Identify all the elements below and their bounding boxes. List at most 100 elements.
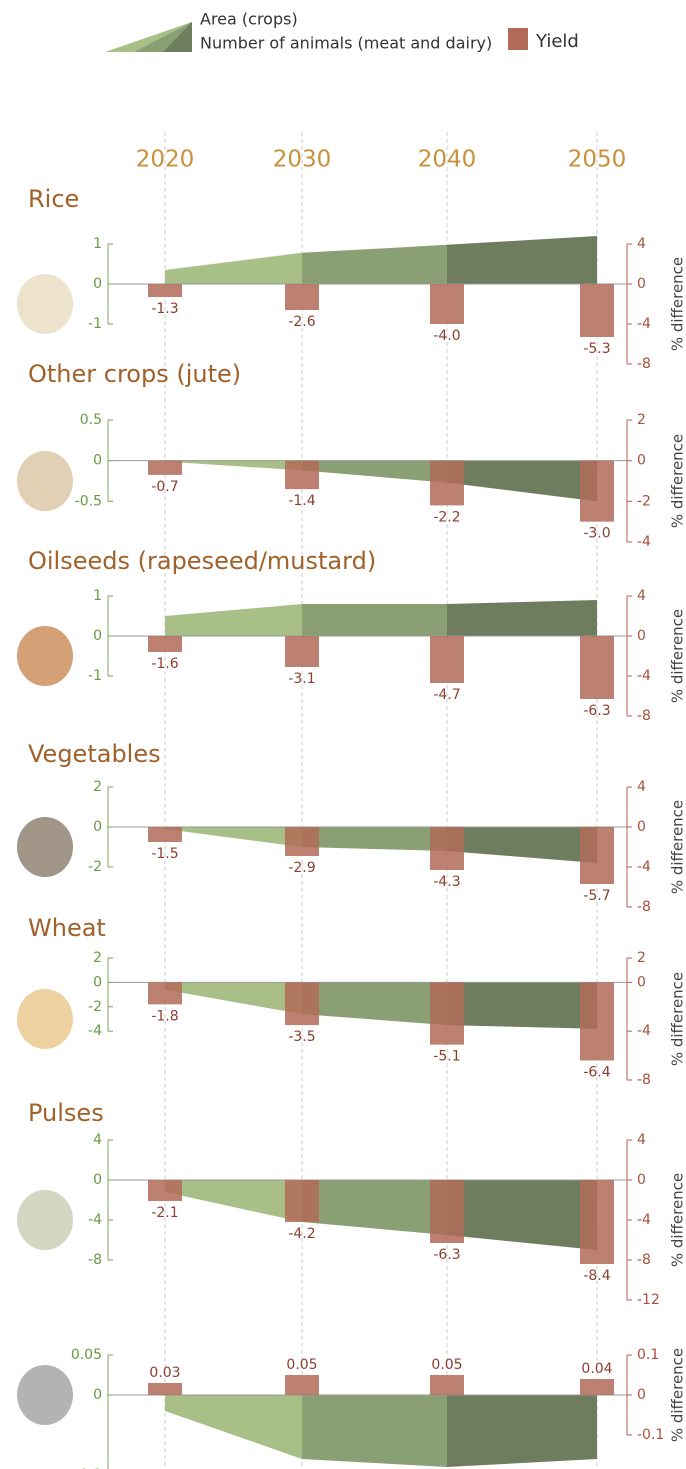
value-label: -0.7 (151, 479, 178, 495)
area-segment (302, 827, 447, 851)
yield-bar (580, 461, 614, 522)
value-label: -1.4 (288, 493, 315, 509)
yield-bar (148, 461, 182, 475)
area-segment (302, 1395, 447, 1467)
left-tick-label: 0 (93, 276, 102, 292)
area-segment (165, 604, 302, 636)
year-label: 2040 (418, 147, 477, 173)
area-segment (165, 1180, 302, 1222)
left-tick-label: 0 (93, 819, 102, 835)
left-tick-label: -0.5 (75, 493, 102, 509)
yield-bar (148, 1180, 182, 1201)
value-label: -4.7 (433, 687, 460, 703)
area-segment (165, 1395, 302, 1459)
right-tick-label: -8 (637, 356, 651, 372)
left-tick-label: 0 (93, 974, 102, 990)
right-tick-label: -4 (637, 1212, 651, 1228)
right-tick-label: 4 (637, 779, 646, 795)
yield-bar (580, 284, 614, 337)
left-tick-label: 2 (93, 779, 102, 795)
area-segment (447, 982, 597, 1028)
yield-bar (148, 636, 182, 652)
left-tick-label: 0 (93, 1387, 102, 1403)
value-label: 0.05 (286, 1357, 317, 1373)
value-label: -5.3 (583, 341, 610, 357)
icon (17, 451, 73, 511)
year-label: 2020 (136, 147, 195, 173)
right-tick-label: -4 (637, 859, 651, 875)
yield-bar (285, 636, 319, 667)
yield-bar (580, 1180, 614, 1264)
value-label: -1.5 (151, 846, 178, 862)
yield-bar (430, 827, 464, 870)
chart: Area (crops)Number of animals (meat and … (0, 0, 686, 1469)
left-tick-label: 2 (93, 950, 102, 966)
right-tick-label: 4 (637, 236, 646, 252)
yield-bar (285, 982, 319, 1025)
value-label: -3.5 (288, 1029, 315, 1045)
icon (17, 817, 73, 877)
value-label: -3.1 (288, 671, 315, 687)
yield-bar (580, 636, 614, 699)
right-tick-label: 0 (637, 1172, 646, 1188)
yield-bar (430, 461, 464, 506)
area-segment (447, 827, 597, 863)
right-tick-label: 0 (637, 819, 646, 835)
value-label: -4.3 (433, 874, 460, 890)
yield-bar (285, 1180, 319, 1222)
value-label: -4.0 (433, 328, 460, 344)
area-segment (302, 982, 447, 1025)
yield-bar (148, 982, 182, 1004)
left-tick-label: -2 (88, 859, 102, 875)
left-tick-label: -2 (88, 999, 102, 1015)
area-segment (165, 461, 302, 471)
yield-bar (580, 1379, 614, 1395)
right-axis-label: % difference (669, 1173, 686, 1267)
area-segment (447, 600, 597, 636)
left-tick-label: 0.05 (71, 1347, 102, 1363)
left-tick-label: 0 (93, 453, 102, 469)
right-tick-label: -4 (637, 668, 651, 684)
value-label: 0.03 (149, 1365, 180, 1381)
icon (17, 1365, 73, 1425)
area-segment (165, 253, 302, 284)
yield-bar (285, 461, 319, 489)
yield-bar (285, 284, 319, 310)
value-label: -6.3 (583, 703, 610, 719)
area-segment (447, 1395, 597, 1467)
left-tick-label: -1 (88, 316, 102, 332)
area-segment (302, 1180, 447, 1235)
right-tick-label: -8 (637, 708, 651, 724)
year-label: 2050 (568, 147, 627, 173)
left-tick-label: 4 (93, 1132, 102, 1148)
legend-swatch (508, 28, 528, 50)
left-tick-label: -1 (88, 668, 102, 684)
area-segment (165, 982, 302, 1014)
right-axis-label: % difference (669, 972, 686, 1066)
yield-bar (580, 982, 614, 1060)
right-tick-label: -8 (637, 1072, 651, 1088)
value-label: -6.3 (433, 1247, 460, 1263)
right-axis-label: % difference (669, 434, 686, 528)
right-tick-label: 4 (637, 588, 646, 604)
right-tick-label: -4 (637, 1023, 651, 1039)
right-tick-label: -2 (637, 493, 651, 509)
value-label: -1.8 (151, 1008, 178, 1024)
left-tick-label: 1 (93, 236, 102, 252)
left-tick-label: 0 (93, 1172, 102, 1188)
icon (17, 1190, 73, 1250)
value-label: -2.6 (288, 314, 315, 330)
value-label: -2.9 (288, 860, 315, 876)
right-tick-label: 0 (637, 974, 646, 990)
right-tick-label: 0 (637, 453, 646, 469)
left-tick-label: -8 (88, 1252, 102, 1268)
icon (17, 274, 73, 334)
left-tick-label: 0.5 (80, 412, 102, 428)
area-segment (447, 1180, 597, 1250)
left-tick-label: 1 (93, 588, 102, 604)
panel-title: Oilseeds (rapeseed/mustard) (28, 547, 376, 575)
yield-bar (285, 1375, 319, 1395)
right-tick-label: -12 (637, 1292, 660, 1308)
area-segment (165, 827, 302, 847)
year-label: 2030 (273, 147, 332, 173)
